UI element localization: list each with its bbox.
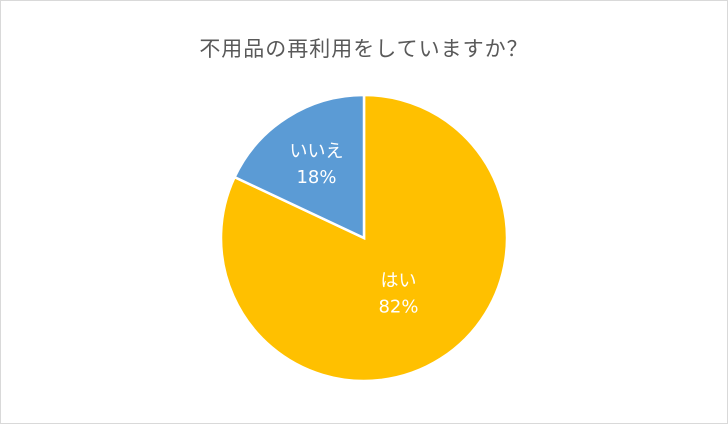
pie-labels: はい 82% いいえ 18%	[290, 141, 419, 317]
slice-label-hai: はい	[381, 270, 417, 291]
slice-label-iie: いいえ	[290, 141, 344, 162]
chart-title: 不用品の再利用をしていますか？	[199, 37, 529, 61]
slice-value-hai: 82%	[378, 296, 418, 317]
slice-iie	[232, 93, 366, 240]
pie-slices	[219, 93, 509, 383]
slice-value-iie: 18%	[296, 167, 336, 188]
